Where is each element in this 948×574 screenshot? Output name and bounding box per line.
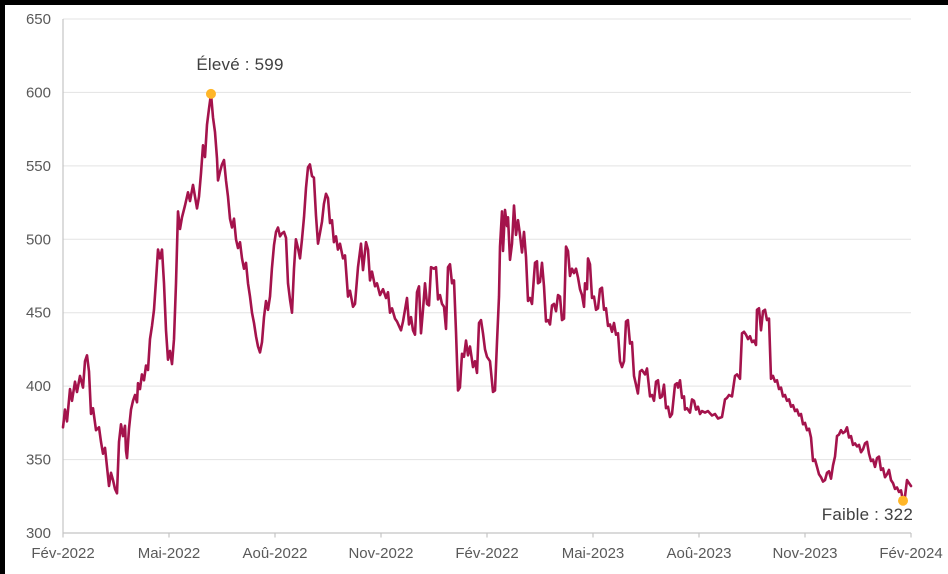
y-tick-label: 300 (26, 525, 51, 542)
x-tick-label: Nov-2022 (348, 545, 413, 562)
letterbox-left-bar (0, 0, 5, 574)
annotation-low-label: Faible : 322 (821, 505, 913, 524)
y-tick-label: 450 (26, 305, 51, 322)
x-tick-label: Mai-2023 (562, 545, 625, 562)
y-tick-label: 400 (26, 378, 51, 395)
y-tick-label: 650 (26, 11, 51, 28)
x-tick-label: Fév-2022 (455, 545, 518, 562)
x-tick-label: Mai-2022 (138, 545, 201, 562)
y-tick-label: 550 (26, 158, 51, 175)
x-tick-label: Aoû-2023 (666, 545, 731, 562)
letterbox-top-bar (0, 0, 948, 5)
y-tick-label: 350 (26, 452, 51, 469)
marker-high (205, 88, 216, 99)
x-tick-label: Fév-2022 (31, 545, 94, 562)
price-line (61, 92, 913, 503)
x-tick-label: Nov-2023 (772, 545, 837, 562)
x-tick-label: Aoû-2022 (242, 545, 307, 562)
marker-low (898, 495, 909, 506)
annotation-high-label: Élevé : 599 (196, 55, 284, 74)
y-tick-label: 500 (26, 231, 51, 248)
y-tick-label: 600 (26, 84, 51, 101)
x-tick-label: Fév-2024 (879, 545, 942, 562)
